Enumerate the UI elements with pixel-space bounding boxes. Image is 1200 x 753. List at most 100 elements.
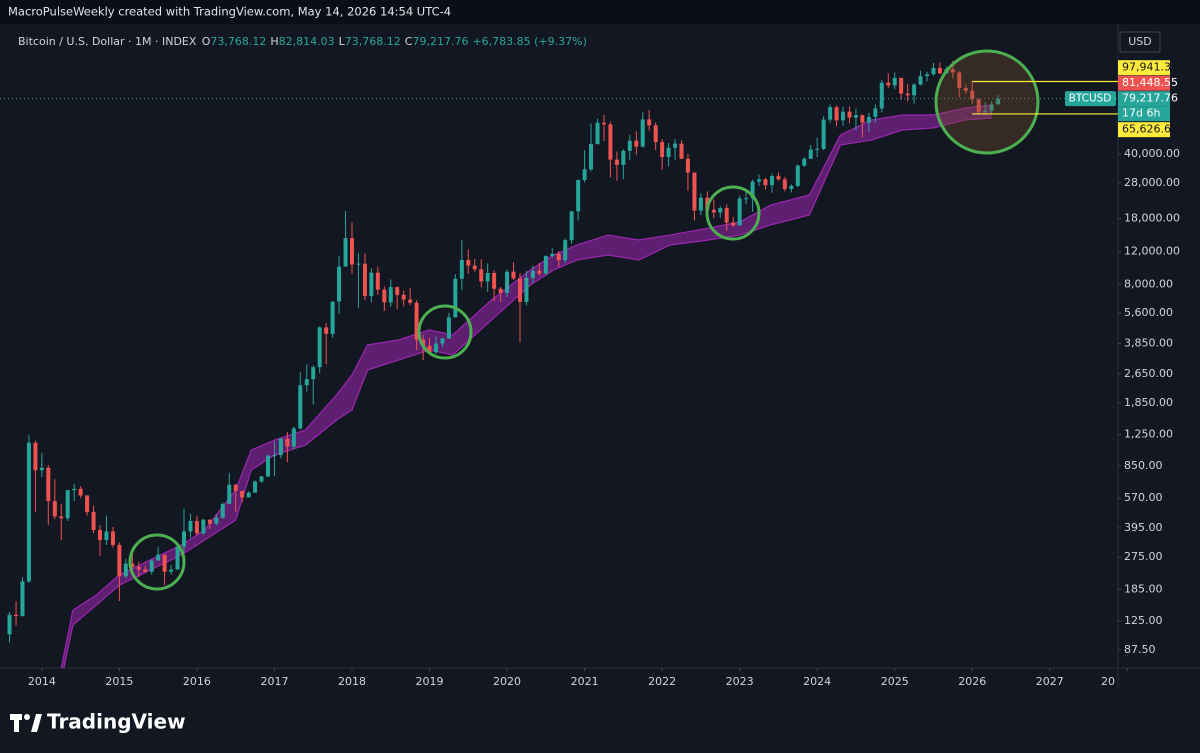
x-tick-label: 2022 [648,675,676,688]
candle-body [653,125,658,143]
candle-body [485,272,490,282]
candle-body [601,122,606,125]
candle-body [26,442,31,582]
candle-body [65,490,70,519]
ticker-box [1065,91,1116,107]
candle-body [899,77,904,94]
candle-body [240,490,245,498]
candle-body [518,278,523,302]
candle-body [421,339,426,346]
candle-body [866,116,871,123]
y-tick-label: 12,000.00 [1124,244,1180,257]
candle-body [272,455,277,457]
x-tick-label: 2017 [260,675,288,688]
legend-key: C [405,35,413,48]
candle-body [395,287,400,295]
candle-body [970,90,975,100]
candle-body [201,519,206,534]
candle-body [427,345,432,353]
x-tick-label: 2015 [105,675,133,688]
candle-body [72,488,77,491]
x-tick-label: 2027 [1036,675,1064,688]
y-tick-label: 395.00 [1124,521,1163,534]
candle-body [905,93,910,96]
y-tick-label: 1,250.00 [1124,428,1173,441]
x-tick-label: 2014 [28,675,56,688]
candle-body [957,72,962,88]
candle-body [634,140,639,147]
candle-body [750,181,755,199]
candle-body [453,278,458,318]
candle-body [188,521,193,532]
candle-body [860,115,865,123]
logo-part [14,714,19,732]
candle-body [918,76,923,85]
y-tick-label: 185.00 [1124,582,1163,595]
candle-body [85,495,90,513]
candle-body [840,111,845,121]
candle-body [304,379,309,386]
candle-body [375,272,380,290]
candle-body [117,544,122,577]
x-tick-label: 2016 [183,675,211,688]
candle-body [589,144,594,170]
candle-body [821,119,826,149]
candle-body [246,492,251,498]
plot-area [0,60,1118,668]
highlight-circle [705,185,761,241]
candle-body [576,180,581,212]
y-tick-label: 40,000.00 [1124,147,1180,160]
highlight-circle [128,533,186,591]
candle-body [912,84,917,96]
y-tick-label: 8,000.00 [1124,277,1173,290]
candle-body [608,124,613,160]
candle-body [91,512,96,530]
candle-body [46,467,51,502]
candle-body [20,581,25,617]
candle-body [647,119,652,126]
x-tick-label: 2026 [958,675,986,688]
footer-brand: TradingView [47,710,186,734]
price-label-box [1118,122,1170,138]
candle-body [181,531,186,547]
candle-body [815,148,820,150]
candle-body [136,566,141,570]
candle-body [311,367,316,380]
candle-body [298,385,303,429]
candle-body [550,253,555,256]
legend-value: 73,768.12 [210,35,266,48]
candle-body [14,614,19,617]
logo-part [24,714,30,720]
price-label-box [1118,60,1170,76]
candle-body [162,554,167,572]
y-tick-label: 87.50 [1124,643,1156,656]
x-tick-label: 2021 [571,675,599,688]
legend-change: +6,783.85 (+9.37%) [472,35,586,48]
candle-body [130,563,135,567]
candle-body [950,69,955,73]
candle-body [627,140,632,151]
legend-value: 73,768.12 [345,35,401,48]
candle-body [640,119,645,147]
candle-body [614,159,619,165]
candle-body [802,158,807,166]
candle-body [685,158,690,173]
candle-body [989,104,994,111]
candle-body [543,255,548,274]
candle-body [259,476,264,482]
candle-body [731,222,736,226]
candle-body [388,287,393,303]
ticker: BTCUSD [1069,93,1112,105]
legend: Bitcoin / U.S. Dollar · 1M · INDEX O73,76… [18,35,587,48]
currency-box[interactable] [1119,31,1161,53]
y-tick-label: 275.00 [1124,550,1163,563]
x-tick-label: 2024 [803,675,831,688]
candle-body [569,211,574,241]
price-label-box [1118,91,1170,107]
candle-body [98,529,103,541]
candle-body [621,150,626,165]
candle-body [963,87,968,91]
candle-body [886,82,891,86]
candle-body [220,503,225,518]
